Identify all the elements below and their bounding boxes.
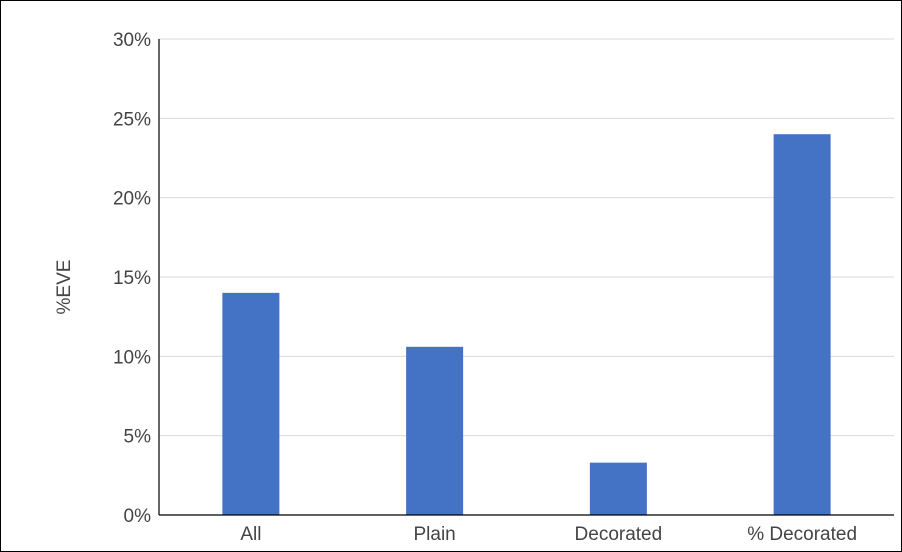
axes <box>158 39 894 516</box>
y-tick-labels: 0% 5% 10% 15% 20% 25% 30% <box>113 30 151 527</box>
y-tick-label: 5% <box>124 427 152 448</box>
bar-decorated <box>773 134 831 515</box>
x-tick-label: % Decorated <box>747 524 857 545</box>
bar-all <box>222 292 280 515</box>
bars <box>222 134 831 515</box>
y-axis-title: %EVE <box>54 260 75 315</box>
y-tick-label: 30% <box>113 30 151 51</box>
y-tick-label: 10% <box>113 347 151 368</box>
x-tick-labels: All Plain Decorated % Decorated <box>240 524 857 545</box>
y-tick-label: 25% <box>113 109 151 130</box>
y-tick-label: 0% <box>124 506 152 527</box>
gridlines <box>159 38 894 437</box>
bar-decorated <box>589 462 647 515</box>
x-tick-label: Decorated <box>575 524 663 545</box>
x-tick-label: Plain <box>414 524 456 545</box>
y-tick-label: 15% <box>113 268 151 289</box>
x-tick-label: All <box>240 524 261 545</box>
bar-plain <box>406 346 464 515</box>
y-tick-label: 20% <box>113 189 151 210</box>
